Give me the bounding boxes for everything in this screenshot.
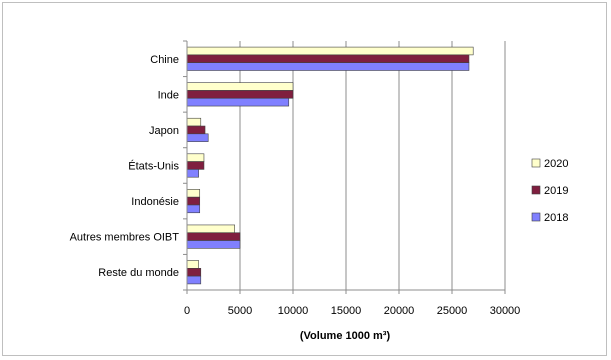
category-label-1: Inde <box>158 89 179 101</box>
bar-2018-4 <box>186 204 201 214</box>
x-tick-label-15000: 15000 <box>331 305 362 317</box>
bar-2020-0 <box>186 46 474 56</box>
bar-2018-1 <box>186 97 290 107</box>
bar-2020-3 <box>186 153 205 162</box>
tick-labels: 0 5000 10000 15000 20000 25000 30000 <box>184 305 520 317</box>
x-tick-label-20000: 20000 <box>384 305 415 317</box>
x-axis-label: (Volume 1000 m³) <box>300 330 391 342</box>
category-label-4: Indonésie <box>131 196 179 208</box>
category-label-6: Reste du monde <box>98 267 179 279</box>
bar-2020-2 <box>186 117 202 127</box>
bar-2020-4 <box>186 189 201 198</box>
legend-label-2019: 2019 <box>544 185 568 197</box>
bar-2019-5 <box>186 232 241 241</box>
legend: 2020 2019 2018 <box>531 158 568 224</box>
bar-2019-6 <box>186 268 202 277</box>
x-tick-label-10000: 10000 <box>278 305 309 317</box>
category-label-2: Japon <box>149 125 179 137</box>
bar-2018-2 <box>186 133 209 142</box>
bar-2020-5 <box>186 224 236 234</box>
x-tick-label-30000: 30000 <box>490 305 521 317</box>
x-tick-label-5000: 5000 <box>228 305 252 317</box>
bar-2019-1 <box>186 90 294 99</box>
legend-label-2018: 2018 <box>544 212 568 224</box>
x-tick-label-25000: 25000 <box>437 305 468 317</box>
bar-2019-2 <box>186 125 206 135</box>
bar-2019-0 <box>186 54 470 63</box>
gridlines <box>239 41 506 290</box>
bar-2018-5 <box>186 240 241 249</box>
legend-swatch-2020 <box>531 158 541 168</box>
x-tick-label-0: 0 <box>184 305 190 317</box>
category-label-3: États-Unis <box>128 160 179 173</box>
bars <box>186 46 474 285</box>
category-label-0: Chine <box>150 54 179 66</box>
legend-swatch-2019 <box>531 185 541 195</box>
bar-2018-0 <box>186 62 470 71</box>
axes <box>183 40 506 294</box>
category-label-5: Autres membres OIBT <box>70 232 180 244</box>
legend-swatch-2018 <box>531 212 541 222</box>
bar-2019-3 <box>186 161 205 170</box>
bar-2018-3 <box>186 169 199 178</box>
category-labels: Chine Inde Japon États-Unis Indonésie Autres … <box>70 54 180 279</box>
bar-2020-6 <box>186 260 199 269</box>
bar-2019-4 <box>186 196 201 206</box>
bar-2018-6 <box>186 275 202 285</box>
bar-2020-1 <box>186 82 294 91</box>
legend-label-2020: 2020 <box>544 158 568 170</box>
